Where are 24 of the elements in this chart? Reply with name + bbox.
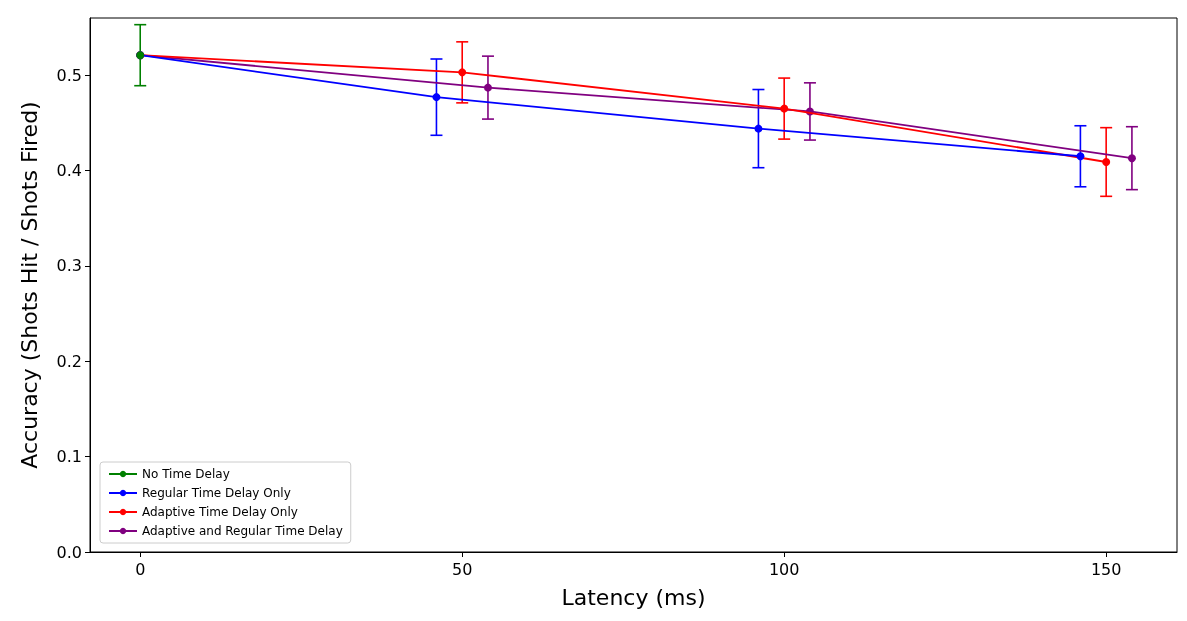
y-tick-label: 0.2 <box>56 351 82 371</box>
point <box>754 124 763 133</box>
legend-label: Regular Time Delay Only <box>142 486 291 500</box>
point <box>780 104 789 113</box>
legend-label: Adaptive Time Delay Only <box>142 505 298 519</box>
point <box>1127 154 1136 163</box>
x-tick-label: 100 <box>768 559 800 579</box>
y-tick-label: 0.4 <box>56 161 82 181</box>
legend-label: Adaptive and Regular Time Delay <box>142 524 343 538</box>
y-tick-label: 0.5 <box>56 65 82 85</box>
x-tick-label: 0 <box>135 559 146 579</box>
point <box>432 93 441 102</box>
point <box>1076 152 1085 161</box>
point <box>458 68 467 77</box>
y-axis-title: Accuracy (Shots Hit / Shots Fired) <box>16 101 42 469</box>
legend-label: No Time Delay <box>142 467 230 481</box>
y-tick-label: 0.0 <box>56 542 82 562</box>
x-tick-label: 50 <box>452 559 473 579</box>
x-tick-label: 150 <box>1090 559 1122 579</box>
point <box>1102 157 1111 166</box>
point <box>483 83 492 92</box>
x-axis-title: Latency (ms) <box>561 584 706 610</box>
y-tick-label: 0.3 <box>56 256 82 276</box>
y-tick-label: 0.1 <box>56 447 82 467</box>
